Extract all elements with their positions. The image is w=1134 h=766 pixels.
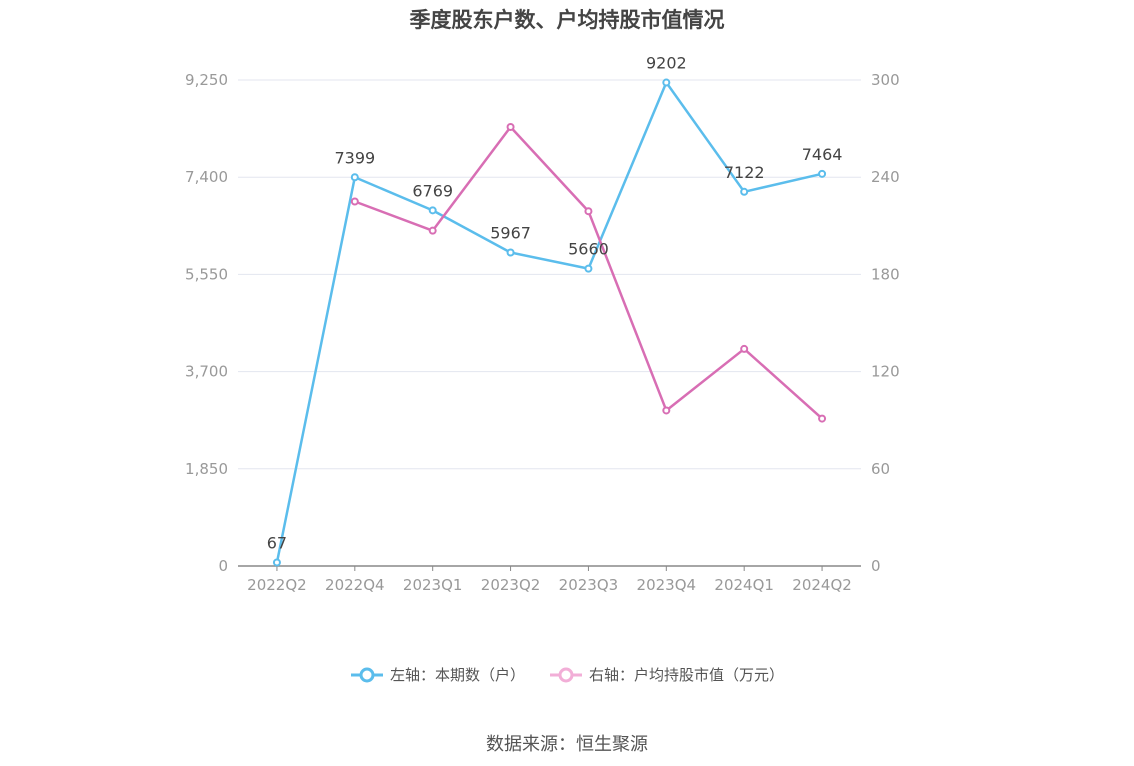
data-point-left [584, 264, 593, 273]
y-right-tick-label: 240 [871, 168, 900, 186]
x-tick-label: 2023Q2 [481, 576, 541, 594]
data-label: 9202 [646, 54, 687, 73]
y-left-tick-label: 1,850 [185, 460, 228, 478]
legend-item-right[interactable]: 右轴：户均持股市值（万元） [549, 664, 784, 685]
legend-left-label: 左轴：本期数（户） [389, 666, 525, 684]
y-left-tick-label: 7,400 [185, 168, 228, 186]
data-label: 7122 [724, 163, 765, 182]
data-point-left [662, 78, 671, 87]
legend-left-marker-icon [350, 667, 383, 682]
data-point-left [350, 173, 359, 182]
chart-title: 季度股东户数、户均持股市值情况 [409, 8, 725, 32]
x-tick-label: 2023Q3 [559, 576, 619, 594]
data-label: 5660 [568, 240, 609, 259]
legend: 左轴：本期数（户） 右轴：户均持股市值（万元） [0, 664, 1134, 685]
x-tick-label: 2022Q4 [325, 576, 385, 594]
x-tick-label: 2023Q4 [637, 576, 697, 594]
x-tick-label: 2022Q2 [247, 576, 307, 594]
data-point-left [740, 187, 749, 196]
data-label: 7399 [334, 148, 375, 167]
data-point-left [506, 248, 515, 257]
data-labels: 67 7399 6769 5967 5660 9202 7122 7464 [267, 54, 843, 553]
y-right-tick-label: 0 [871, 557, 881, 575]
data-point-right [428, 226, 437, 235]
data-point-right [662, 406, 671, 415]
data-point-left [818, 169, 827, 178]
data-point-right [740, 344, 749, 353]
data-label: 7464 [802, 145, 843, 164]
data-source: 数据来源：恒生聚源 [486, 734, 648, 755]
legend-item-left[interactable]: 左轴：本期数（户） [350, 664, 525, 685]
series-line-left [275, 81, 823, 563]
data-label: 67 [267, 533, 287, 552]
legend-right-marker-icon [550, 667, 582, 682]
y-right-tick-label: 180 [871, 265, 900, 283]
y-left-tick-label: 0 [218, 557, 228, 575]
y-left-tick-label: 9,250 [185, 71, 228, 89]
x-tick-label: 2023Q1 [403, 576, 463, 594]
y-right-tick-label: 120 [871, 363, 900, 381]
x-tick-label: 2024Q1 [714, 576, 774, 594]
series [272, 78, 827, 567]
y-right-tick-label: 300 [871, 71, 900, 89]
data-point-right [818, 414, 827, 423]
data-point-right [350, 197, 359, 206]
legend-right-label: 右轴：户均持股市值（万元） [589, 666, 785, 684]
grid-lines [238, 79, 861, 470]
data-point-left [428, 206, 437, 215]
y-left-tick-label: 3,700 [185, 363, 228, 381]
axes: 0 1,850 3,700 5,550 7,400 9,250 0 60 120 180 240 30… [185, 71, 900, 594]
x-tick-label: 2024Q2 [792, 576, 852, 594]
data-point-right [584, 207, 593, 216]
data-point-right [506, 122, 515, 131]
y-left-tick-label: 5,550 [185, 265, 228, 283]
data-label: 5967 [490, 223, 531, 242]
y-right-tick-label: 60 [871, 460, 890, 478]
data-point-left [272, 558, 281, 567]
data-label: 6769 [412, 181, 453, 200]
